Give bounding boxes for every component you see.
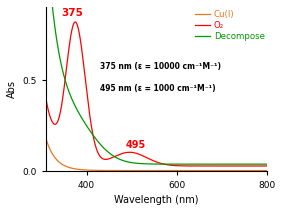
Y-axis label: Abs: Abs xyxy=(7,80,17,98)
Decompose xyxy=(219,163,222,165)
O₂ xyxy=(219,165,222,167)
Cu(I) xyxy=(266,169,269,172)
Decompose xyxy=(266,163,269,165)
O₂ xyxy=(44,97,48,100)
Cu(I) xyxy=(219,169,222,172)
Text: 495 nm (ε = 1000 cm⁻¹M⁻¹): 495 nm (ε = 1000 cm⁻¹M⁻¹) xyxy=(100,84,216,93)
O₂ xyxy=(259,165,263,167)
O₂ xyxy=(74,21,77,23)
Line: Decompose: Decompose xyxy=(46,0,267,164)
O₂ xyxy=(152,160,155,162)
Cu(I) xyxy=(146,169,149,172)
Legend: Cu(I), O₂, Decompose: Cu(I), O₂, Decompose xyxy=(194,9,266,42)
Decompose xyxy=(259,163,263,165)
Cu(I) xyxy=(44,137,48,140)
Line: O₂: O₂ xyxy=(46,22,267,166)
Cu(I) xyxy=(259,169,263,172)
Text: 375 nm (ε = 10000 cm⁻¹M⁻¹): 375 nm (ε = 10000 cm⁻¹M⁻¹) xyxy=(100,62,221,71)
O₂ xyxy=(266,165,269,167)
Cu(I) xyxy=(152,169,155,172)
Cu(I) xyxy=(55,159,59,162)
Decompose xyxy=(152,163,155,165)
O₂ xyxy=(146,157,149,159)
Decompose xyxy=(259,163,263,165)
O₂ xyxy=(260,165,263,167)
Decompose xyxy=(146,163,149,165)
Text: 375: 375 xyxy=(61,8,83,18)
Decompose xyxy=(55,42,59,44)
Cu(I) xyxy=(259,169,263,172)
X-axis label: Wavelength (nm): Wavelength (nm) xyxy=(114,195,199,205)
Line: Cu(I): Cu(I) xyxy=(46,139,267,171)
O₂ xyxy=(55,121,59,124)
Text: 495: 495 xyxy=(125,140,146,151)
